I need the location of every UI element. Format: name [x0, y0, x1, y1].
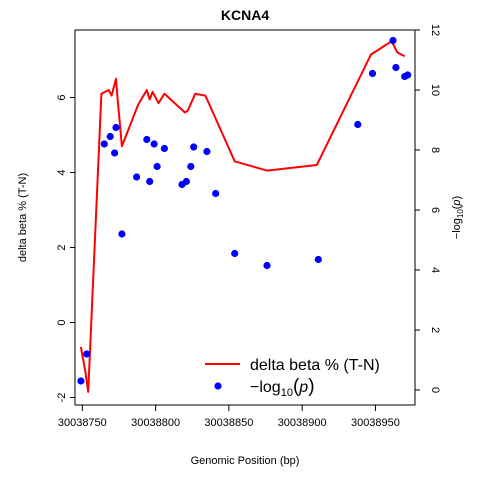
right-tick-label: 2: [429, 327, 441, 333]
pvalue-point: [231, 249, 239, 258]
pvalue-point: [77, 377, 85, 385]
pvalue-point: [133, 173, 141, 181]
right-tick-label: 8: [429, 147, 441, 153]
pvalue-point: [389, 36, 397, 45]
right-tick-label: 6: [429, 207, 441, 213]
pvalue-point: [182, 177, 190, 186]
legend: delta beta % (T-N) −log10(p): [205, 357, 380, 399]
left-y-axis: -2 0 2 4 6: [56, 94, 76, 403]
x-tick-label: 30038750: [58, 417, 107, 429]
pvalue-point: [153, 162, 161, 171]
left-tick-label: -2: [56, 393, 68, 403]
right-tick-label: 0: [429, 387, 441, 393]
x-tick-label: 30038850: [204, 417, 253, 429]
right-tick-label: 12: [429, 24, 441, 36]
right-y-axis-label: −log10(p): [451, 196, 465, 239]
pvalue-point: [190, 143, 198, 151]
legend-point-swatch: [214, 382, 222, 390]
pvalue-point: [404, 71, 412, 79]
x-tick-label: 30038800: [131, 417, 180, 429]
x-tick-label: 30038900: [278, 417, 327, 429]
pvalue-point: [314, 255, 322, 264]
left-tick-label: 2: [56, 244, 68, 250]
legend-label-delta-beta: delta beta % (T-N): [250, 357, 380, 374]
series-layer: [77, 36, 412, 393]
pvalue-point: [112, 123, 120, 132]
left-y-axis-label: delta beta % (T-N): [17, 173, 29, 262]
pvalue-point: [263, 261, 271, 270]
pvalue-point: [143, 135, 151, 144]
x-axis: 30038750 30038800 30038850 30038900 30038950: [58, 404, 400, 429]
pvalue-point: [392, 63, 400, 72]
pvalue-point: [203, 147, 211, 156]
delta-beta-line: [79, 40, 406, 393]
pvalue-point: [83, 350, 91, 358]
pvalue-point: [212, 189, 220, 198]
pvalue-point: [111, 149, 119, 157]
right-tick-label: 10: [429, 84, 441, 96]
left-tick-label: 6: [56, 94, 68, 100]
pvalue-point: [146, 177, 154, 186]
pvalue-point: [368, 69, 377, 78]
pvalue-point: [118, 230, 126, 238]
plot-area: [74, 29, 416, 406]
pvalue-point: [106, 132, 114, 141]
x-tick-label: 30038950: [351, 417, 400, 429]
pvalue-point: [160, 144, 168, 153]
pvalue-point: [354, 120, 362, 129]
pvalue-point: [150, 140, 158, 148]
right-tick-label: 4: [429, 267, 441, 273]
pvalue-point: [100, 140, 108, 148]
left-tick-label: 4: [56, 169, 68, 175]
chart-title: KCNA4: [221, 7, 269, 23]
legend-label-log-p: −log10(p): [250, 376, 315, 399]
x-axis-label: Genomic Position (bp): [191, 455, 300, 467]
left-tick-label: 0: [56, 319, 68, 325]
right-y-axis: 0 2 4 6 8 10 12: [414, 24, 441, 393]
pvalue-point: [187, 162, 195, 171]
